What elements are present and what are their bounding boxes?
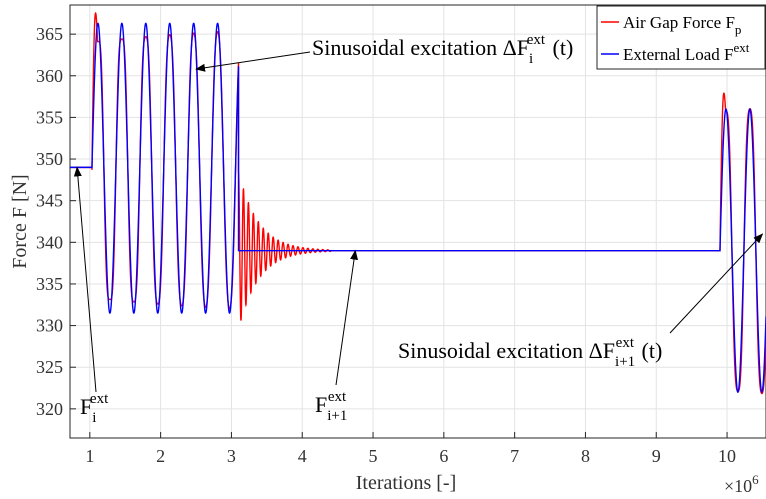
annotation-fi1: Fi+1ext [315, 249, 359, 424]
y-tick-label: 365 [36, 24, 63, 44]
y-tick-label: 360 [36, 66, 63, 86]
x-tick-label: 3 [227, 446, 236, 466]
axes-frame [69, 4, 766, 439]
annotation-arrow [195, 51, 311, 72]
y-tick-label: 320 [36, 399, 63, 419]
y-tick-label: 350 [36, 149, 63, 169]
x-tick-label: 2 [156, 446, 165, 466]
series-line-external-load [70, 22, 766, 393]
annotation-arrow [73, 166, 97, 393]
y-tick-label: 355 [36, 107, 63, 127]
y-tick-label: 340 [36, 232, 63, 252]
x-exponent-label: ×106 [724, 472, 759, 496]
annotation-arrow [669, 233, 764, 334]
x-tick-label: 6 [439, 446, 448, 466]
legend-box [596, 5, 766, 70]
x-tick-label: 1 [85, 446, 94, 466]
x-tick-label: 7 [510, 446, 519, 466]
annotation-layer: Fiext Fi+1ext Sinusoidal excitation ΔFiext… [73, 32, 764, 426]
annotation-dfi1: Sinusoidal excitation ΔFi+1ext (t) [398, 233, 764, 370]
annotation-text: Fi+1ext [315, 389, 347, 424]
x-tick-label: 10 [718, 446, 736, 466]
y-tick-label: 325 [36, 357, 63, 377]
annotation-text: Fiext [80, 391, 109, 426]
legend: Air Gap Force Fp External Load Fext [596, 5, 766, 70]
y-tick-label: 335 [36, 274, 63, 294]
axes-layer: 1 2 3 4 5 6 7 8 9 1032032533033534034535035536036… [9, 4, 766, 496]
y-tick-label: 330 [36, 316, 63, 336]
annotation-arrow [335, 249, 359, 386]
annotation-text: Sinusoidal excitation ΔFi+1ext (t) [398, 335, 662, 370]
x-tick-label: 9 [652, 446, 661, 466]
annotation-text: Sinusoidal excitation ΔFiext (t) [312, 32, 573, 67]
legend-entry: Air Gap Force Fp [623, 13, 741, 37]
grid-layer [70, 5, 766, 438]
annotation-fi: Fiext [73, 166, 109, 426]
x-tick-label: 4 [298, 446, 307, 466]
plot-layer [70, 12, 766, 395]
legend-entry: External Load Fext [623, 40, 750, 64]
x-tick-label: 5 [369, 446, 378, 466]
y-axis-label: Force F [N] [9, 174, 31, 268]
x-axis-label: Iterations [-] [356, 472, 457, 494]
y-tick-label: 345 [36, 191, 63, 211]
annotation-dfi: Sinusoidal excitation ΔFiext (t) [195, 32, 573, 72]
x-tick-label: 8 [581, 446, 590, 466]
